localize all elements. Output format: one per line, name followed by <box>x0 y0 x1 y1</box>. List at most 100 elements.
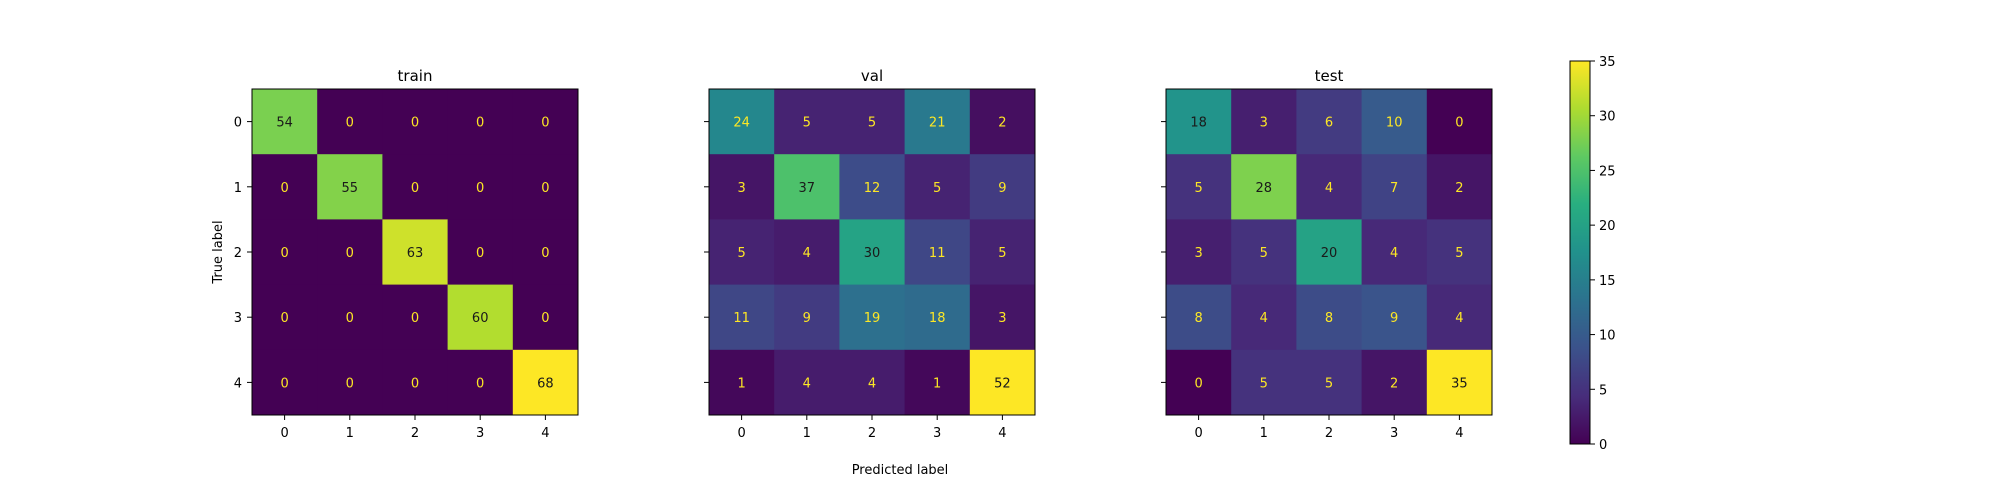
x-tick-label: 4 <box>998 426 1006 441</box>
cell-value-label: 0 <box>411 181 419 196</box>
cell-value-label: 0 <box>476 376 484 391</box>
cell-value-label: 5 <box>1194 181 1202 196</box>
cell-value-label: 4 <box>868 376 876 391</box>
colorbar-tick-label: 25 <box>1599 164 1616 179</box>
x-tick-label: 0 <box>280 426 288 441</box>
heatmap-cell <box>317 154 383 220</box>
cell-group: 18 3 6 10 05 28 4 7 23 5 20 4 58 4 8 9 40 5 5 2 35 <box>1166 89 1493 416</box>
heatmap-cell <box>839 219 905 285</box>
heatmap-cell <box>1361 284 1428 351</box>
heatmap-cell <box>1231 349 1297 416</box>
heatmap-cell <box>382 154 448 220</box>
heatmap-cell <box>774 219 840 285</box>
cell-value-label: 0 <box>280 246 288 261</box>
cell-value-label: 5 <box>998 246 1006 261</box>
cell-value-label: 9 <box>1390 311 1398 326</box>
x-tick-label: 0 <box>1194 426 1202 441</box>
heatmap-cell <box>1361 154 1428 220</box>
y-tick-label: 0 <box>234 116 242 131</box>
cell-value-label: 4 <box>1390 246 1398 261</box>
heatmap-cell <box>447 284 514 351</box>
cell-value-label: 2 <box>998 116 1006 131</box>
heatmap-cell <box>317 219 383 285</box>
heatmap-cell <box>774 349 840 416</box>
cell-value-label: 19 <box>864 311 881 326</box>
cell-value-label: 20 <box>1321 246 1338 261</box>
heatmap-cell <box>969 219 1036 285</box>
heatmap-cell <box>317 89 383 155</box>
y-tick-label: 4 <box>234 376 242 391</box>
cell-value-label: 35 <box>1451 376 1468 391</box>
heatmap-cell <box>709 154 775 220</box>
heatmap-cell <box>317 349 383 416</box>
heatmap-cell <box>252 89 318 155</box>
panel-title: val <box>861 67 883 85</box>
heatmap-cell <box>1296 89 1362 155</box>
cell-value-label: 68 <box>537 376 554 391</box>
heatmap-cell <box>382 219 448 285</box>
x-axis-ticks: 0 1 2 3 4 <box>280 415 550 441</box>
cell-value-label: 18 <box>929 311 946 326</box>
cell-value-label: 60 <box>472 311 489 326</box>
heatmap-cell <box>709 284 775 351</box>
heatmap-cell <box>382 349 448 416</box>
y-axis-ticks: 0 1 2 3 4 <box>234 116 252 391</box>
heatmap-cell <box>252 154 318 220</box>
heatmap-cell <box>709 89 775 155</box>
heatmap-cell <box>904 284 971 351</box>
cell-value-label: 5 <box>737 246 745 261</box>
cell-value-label: 0 <box>411 311 419 326</box>
colorbar-gradient <box>1569 60 1591 445</box>
cell-value-label: 24 <box>733 116 750 131</box>
cell-value-label: 0 <box>476 181 484 196</box>
heatmap-cell <box>512 89 579 155</box>
cell-group: 54 0 0 0 0 0 55 0 0 0 0 0 63 0 0 0 0 0 60 0 0 0 0 0 68 <box>252 89 579 416</box>
heatmap-cell <box>252 219 318 285</box>
cell-value-label: 5 <box>868 116 876 131</box>
y-axis-label: True label <box>211 220 226 284</box>
cell-value-label: 5 <box>803 116 811 131</box>
panel-title: train <box>398 67 433 85</box>
heatmap-cell <box>969 89 1036 155</box>
heatmap-cell <box>1361 89 1428 155</box>
cell-value-label: 0 <box>541 116 549 131</box>
cell-value-label: 0 <box>1194 376 1202 391</box>
cell-value-label: 0 <box>541 311 549 326</box>
colorbar-tick-label: 10 <box>1599 329 1616 344</box>
cell-value-label: 0 <box>346 246 354 261</box>
heatmap-cell <box>382 89 448 155</box>
panel-train: train 54 0 0 0 0 0 55 0 0 0 0 0 63 0 0 0 0 0 60 0 0 0 0 0 68 0 1 2… <box>234 67 579 441</box>
colorbar-tick-label: 20 <box>1599 219 1616 234</box>
heatmap-cell <box>512 154 579 220</box>
cell-value-label: 37 <box>799 181 816 196</box>
cell-value-label: 9 <box>998 181 1006 196</box>
panel-val: val 24 5 5 21 23 37 12 5 95 4 30 11 511 9 19 18 31 4 4 1 52 … <box>704 67 1036 441</box>
cell-value-label: 63 <box>407 246 424 261</box>
heatmap-cell <box>969 284 1036 351</box>
heatmap-cell <box>839 284 905 351</box>
heatmap-cell <box>1426 349 1493 416</box>
cell-value-label: 3 <box>737 181 745 196</box>
cell-value-label: 0 <box>1455 116 1463 131</box>
cell-value-label: 4 <box>803 376 811 391</box>
heatmap-cell <box>709 349 775 416</box>
cell-value-label: 1 <box>737 376 745 391</box>
heatmap-cell <box>969 349 1036 416</box>
cell-value-label: 0 <box>476 246 484 261</box>
heatmap-cell <box>447 154 514 220</box>
heatmap-cell <box>1361 219 1428 285</box>
x-tick-label: 2 <box>868 426 876 441</box>
colorbar-tick-label: 30 <box>1599 110 1616 125</box>
heatmap-cell <box>1231 284 1297 351</box>
x-tick-label: 4 <box>541 426 549 441</box>
x-tick-label: 2 <box>411 426 419 441</box>
cell-group: 24 5 5 21 2 3 37 12 5 9 5 4 30 11 5 11 9 19 18 3 1 4 4 1 52 <box>709 89 1036 416</box>
cell-value-label: 11 <box>733 311 750 326</box>
colorbar-ticks: 0 5 10 15 20 25 30 35 <box>1590 55 1616 453</box>
heatmap-cell <box>839 89 905 155</box>
cell-value-label: 12 <box>864 181 881 196</box>
x-tick-label: 1 <box>346 426 354 441</box>
cell-value-label: 8 <box>1325 311 1333 326</box>
heatmap-cell <box>1426 219 1493 285</box>
heatmap-cell <box>512 349 579 416</box>
